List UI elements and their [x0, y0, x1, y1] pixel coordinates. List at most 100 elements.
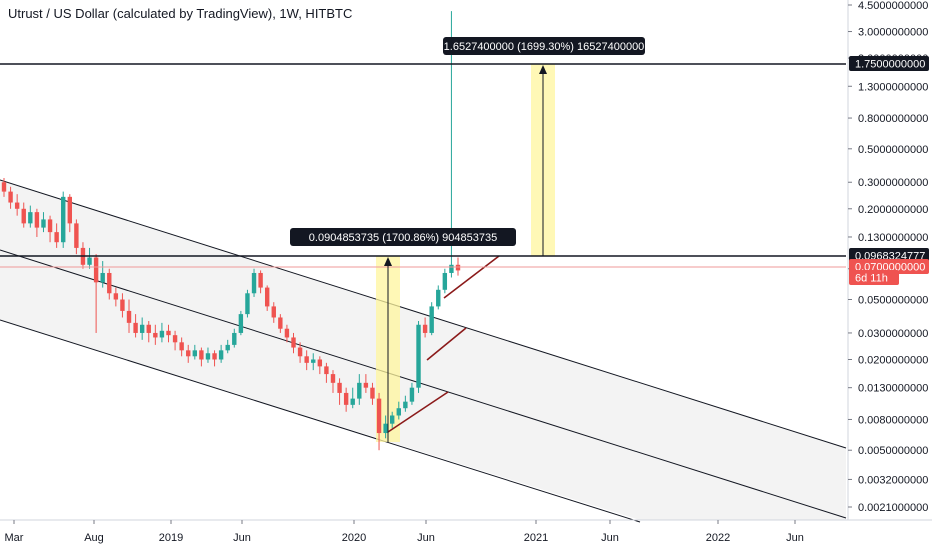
candle-54: [357, 374, 362, 405]
candle-62: [409, 382, 415, 405]
candle-36: [238, 310, 244, 336]
candle-0: [1, 178, 7, 197]
candle-45: [297, 342, 303, 363]
candle-29: [192, 344, 198, 360]
candle-5: [34, 208, 40, 237]
trendline-1: [387, 391, 449, 433]
x-tick-label-6: 2021: [524, 532, 548, 544]
candle-44: [291, 332, 296, 354]
candle-38: [251, 268, 257, 297]
measure-tools: 0.0904853735 (1700.86%) 904853735 1.65274…: [290, 37, 645, 442]
candle-42: [278, 314, 283, 333]
candle-55: [363, 374, 369, 393]
svg-text:1.7500000000: 1.7500000000: [855, 59, 925, 71]
y-tick-label-1: 3.0000000000: [858, 27, 928, 39]
y-tick-label-0: 4.5000000000: [858, 0, 928, 12]
candle-27: [179, 337, 184, 357]
candle-65: [429, 302, 434, 336]
y-tick-label-15: 0.0050000000: [858, 445, 928, 457]
channel-upper-line: [0, 179, 847, 449]
candle-9: [61, 191, 66, 248]
candle-33: [218, 344, 224, 363]
candle-49: [324, 362, 329, 383]
y-tick-label-10: 0.0500000000: [858, 295, 928, 307]
x-tick-label-1: Aug: [84, 532, 104, 544]
candle-2: [14, 194, 20, 216]
candle-61: [403, 395, 408, 412]
price-tag-4: 6d 11h: [849, 270, 899, 285]
candle-16: [107, 268, 112, 300]
y-tick-label-12: 0.0200000000: [858, 354, 928, 366]
candle-11: [74, 219, 79, 255]
candle-35: [232, 328, 237, 348]
trendline-3: [443, 255, 500, 299]
candle-26: [172, 330, 178, 351]
candle-31: [205, 347, 211, 363]
x-tick-label-7: Jun: [601, 532, 619, 544]
candle-22: [146, 321, 151, 343]
y-tick-label-4: 0.8000000000: [858, 113, 928, 125]
candle-21: [139, 317, 145, 340]
candle-24: [159, 322, 165, 343]
candle-51: [337, 378, 342, 405]
candle-63: [416, 321, 421, 393]
candle-19: [126, 299, 132, 333]
candle-18: [120, 293, 125, 318]
svg-text:6d 11h: 6d 11h: [855, 273, 888, 285]
candle-28: [186, 344, 191, 363]
candle-30: [199, 347, 204, 367]
channel-middle-line: [0, 249, 847, 519]
y-tick-label-11: 0.0300000000: [858, 328, 928, 340]
candle-67: [442, 268, 448, 294]
candle-58: [383, 415, 388, 439]
x-tick-label-8: 2022: [706, 532, 730, 544]
candle-34: [225, 339, 230, 354]
channel-lower-line: [0, 319, 641, 523]
candle-25: [166, 324, 171, 343]
price-tag-1: 1.7500000000: [849, 56, 929, 71]
candle-3: [21, 202, 26, 228]
y-tick-label-7: 0.2000000000: [858, 204, 928, 216]
candle-1: [8, 186, 13, 209]
candle-43: [284, 324, 290, 343]
candle-20: [133, 314, 138, 338]
trendlines: [387, 255, 500, 433]
candle-52: [343, 387, 349, 412]
candle-40: [264, 285, 270, 311]
measure-label-2: 1.6527400000 (1699.30%) 16527400000: [443, 37, 645, 55]
y-tick-label-13: 0.0130000000: [858, 383, 928, 395]
candle-64: [422, 317, 428, 338]
chart-title: Utrust / US Dollar (calculated by Tradin…: [8, 6, 353, 21]
horizontal-levels: [0, 63, 846, 268]
candle-50: [330, 370, 336, 393]
y-tick-label-5: 0.5000000000: [858, 144, 928, 156]
candle-37: [245, 289, 250, 318]
candle-13: [87, 247, 92, 269]
regression-channel: [0, 179, 847, 523]
y-tick-label-8: 0.1300000000: [858, 232, 928, 244]
candle-7: [47, 215, 53, 243]
candle-8: [54, 223, 59, 248]
candle-15: [100, 261, 105, 288]
candle-47: [311, 353, 316, 371]
candle-66: [436, 285, 441, 310]
candle-41: [271, 302, 276, 323]
candle-56: [370, 382, 375, 405]
y-tick-label-3: 1.3000000000: [858, 81, 928, 93]
svg-text:1.6527400000 (1699.30%) 165274: 1.6527400000 (1699.30%) 16527400000: [444, 41, 645, 53]
x-tick-label-9: Jun: [786, 532, 804, 544]
candle-53: [350, 387, 355, 409]
x-tick-label-5: Jun: [417, 532, 435, 544]
candle-60: [396, 401, 401, 420]
candle-57: [376, 392, 382, 451]
y-tick-label-6: 0.3000000000: [858, 177, 928, 189]
candle-23: [153, 324, 158, 345]
candle-48: [317, 356, 323, 375]
y-tick-label-16: 0.0032000000: [858, 474, 928, 486]
time-axis[interactable]: Mar Aug 2019 Jun 2020 Jun 2021 Jun 2022 Jun: [0, 519, 932, 544]
candle-32: [212, 350, 217, 367]
candle-39: [258, 270, 263, 294]
x-tick-label-2: 2019: [159, 532, 183, 544]
x-tick-label-4: 2020: [342, 532, 366, 544]
